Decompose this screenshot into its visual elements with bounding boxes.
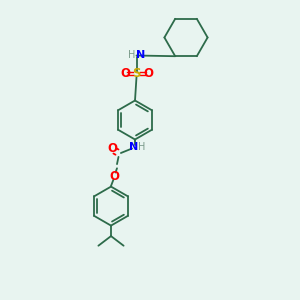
Text: H: H xyxy=(128,50,135,60)
Text: N: N xyxy=(129,142,138,152)
Text: O: O xyxy=(120,67,130,80)
Text: O: O xyxy=(109,169,119,183)
Text: O: O xyxy=(143,67,153,80)
Text: S: S xyxy=(132,67,141,80)
Text: O: O xyxy=(107,142,117,155)
Text: H: H xyxy=(138,142,145,152)
Text: N: N xyxy=(136,50,146,60)
